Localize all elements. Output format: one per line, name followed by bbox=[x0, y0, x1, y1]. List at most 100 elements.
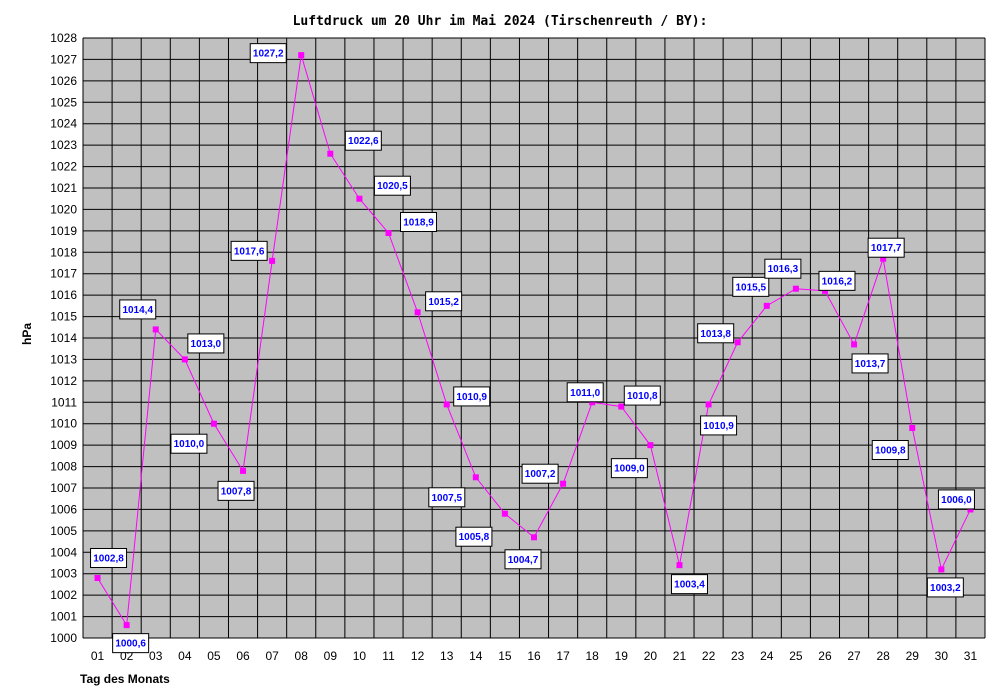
y-tick-label: 1015 bbox=[50, 310, 77, 324]
x-tick-label: 10 bbox=[353, 649, 367, 663]
data-label-box bbox=[818, 270, 856, 291]
data-point bbox=[560, 480, 567, 487]
x-tick-label: 06 bbox=[236, 649, 250, 663]
data-point bbox=[967, 506, 974, 513]
data-label: 1006,0 bbox=[941, 495, 972, 506]
data-point bbox=[356, 195, 363, 202]
y-tick-label: 1020 bbox=[50, 202, 77, 216]
data-label-box bbox=[697, 323, 735, 344]
data-point bbox=[210, 420, 217, 427]
data-label: 1010,0 bbox=[174, 439, 205, 450]
y-tick-label: 1001 bbox=[50, 610, 77, 624]
data-label: 1016,3 bbox=[768, 264, 799, 275]
data-point bbox=[851, 341, 858, 348]
data-label: 1017,7 bbox=[871, 243, 902, 254]
x-tick-label: 27 bbox=[847, 649, 861, 663]
y-tick-label: 1017 bbox=[50, 267, 77, 281]
x-tick-label: 20 bbox=[644, 649, 658, 663]
data-label-box bbox=[700, 415, 738, 436]
x-tick-label: 15 bbox=[498, 649, 512, 663]
data-point bbox=[501, 510, 508, 517]
data-label-box bbox=[521, 463, 559, 484]
data-point bbox=[938, 566, 945, 573]
x-tick-label: 22 bbox=[702, 649, 716, 663]
data-label: 1016,2 bbox=[822, 276, 853, 287]
y-tick-label: 1023 bbox=[50, 138, 77, 152]
data-label: 1010,8 bbox=[627, 391, 658, 402]
data-point bbox=[734, 339, 741, 346]
data-point bbox=[269, 257, 276, 264]
data-label: 1013,8 bbox=[700, 329, 731, 340]
data-point bbox=[880, 255, 887, 262]
data-label: 1027,2 bbox=[253, 49, 284, 60]
x-tick-label: 31 bbox=[964, 649, 978, 663]
y-tick-label: 1011 bbox=[51, 395, 77, 409]
data-label: 1007,5 bbox=[432, 493, 463, 504]
data-label: 1013,0 bbox=[191, 339, 222, 350]
data-point bbox=[531, 534, 537, 541]
data-point bbox=[763, 302, 770, 309]
data-label-box bbox=[937, 489, 975, 510]
data-label-box bbox=[170, 433, 208, 454]
data-label-box bbox=[926, 577, 964, 598]
x-tick-label: 13 bbox=[440, 649, 454, 663]
y-tick-label: 1026 bbox=[50, 74, 77, 88]
data-label: 1018,9 bbox=[403, 218, 434, 229]
x-tick-label: 14 bbox=[469, 649, 483, 663]
data-label-box bbox=[187, 333, 225, 354]
x-tick-label: 29 bbox=[906, 649, 920, 663]
data-label-box bbox=[453, 386, 491, 407]
x-tick-labels: 01 02 03 04 05 06 07 08 09 10 11 12 13 14 15 16 17 18 19 20… bbox=[91, 649, 978, 663]
data-point bbox=[152, 326, 159, 333]
data-label: 1015,5 bbox=[735, 282, 766, 293]
x-tick-label: 16 bbox=[527, 649, 541, 663]
data-point bbox=[443, 401, 450, 408]
data-point bbox=[240, 467, 247, 474]
x-tick-label: 11 bbox=[382, 649, 395, 663]
x-tick-label: 03 bbox=[149, 649, 163, 663]
y-tick-label: 1003 bbox=[50, 567, 77, 581]
y-tick-label: 1006 bbox=[50, 502, 77, 516]
data-label-box bbox=[428, 487, 466, 508]
y-tick-label: 1028 bbox=[50, 31, 77, 45]
y-tick-label: 1024 bbox=[50, 117, 77, 131]
x-tick-label: 12 bbox=[411, 649, 425, 663]
data-point bbox=[414, 309, 421, 316]
y-tick-label: 1013 bbox=[50, 352, 77, 366]
data-label: 1010,9 bbox=[703, 421, 734, 432]
x-tick-label: 25 bbox=[789, 649, 803, 663]
data-label: 1020,5 bbox=[377, 181, 408, 192]
data-label-box bbox=[610, 458, 648, 479]
data-label-box bbox=[455, 526, 493, 547]
data-label: 1003,4 bbox=[674, 580, 705, 591]
y-tick-labels: 1000 1001 1002 1003 1004 1005 1006 1007 1008 1009… bbox=[50, 31, 77, 645]
data-point bbox=[298, 52, 305, 59]
data-label: 1003,2 bbox=[930, 583, 961, 594]
x-tick-label: 04 bbox=[178, 649, 192, 663]
chart-title: Luftdruck um 20 Uhr im Mai 2024 (Tirsche… bbox=[292, 14, 708, 29]
data-label-box bbox=[90, 548, 128, 568]
data-point bbox=[676, 562, 683, 569]
data-points bbox=[94, 52, 974, 629]
y-tick-label: 1005 bbox=[50, 524, 77, 538]
y-tick-label: 1008 bbox=[50, 460, 77, 474]
data-label: 1011,0 bbox=[570, 388, 600, 399]
data-label-box bbox=[670, 574, 708, 595]
data-label: 1014,4 bbox=[122, 305, 153, 316]
data-label-box bbox=[867, 237, 905, 258]
x-tick-label: 18 bbox=[586, 649, 600, 663]
x-tick-label: 19 bbox=[615, 649, 629, 663]
data-point bbox=[647, 442, 654, 449]
data-label-box bbox=[764, 258, 802, 279]
x-tick-label: 05 bbox=[207, 649, 221, 663]
y-tick-label: 1000 bbox=[50, 631, 77, 645]
data-point bbox=[123, 622, 130, 629]
y-tick-label: 1004 bbox=[50, 545, 77, 559]
data-label-box bbox=[373, 175, 411, 196]
data-label-box bbox=[119, 299, 157, 320]
x-tick-label: 24 bbox=[760, 649, 774, 663]
data-point bbox=[705, 401, 712, 408]
y-tick-label: 1021 bbox=[50, 181, 77, 195]
data-label: 1007,8 bbox=[221, 486, 252, 497]
